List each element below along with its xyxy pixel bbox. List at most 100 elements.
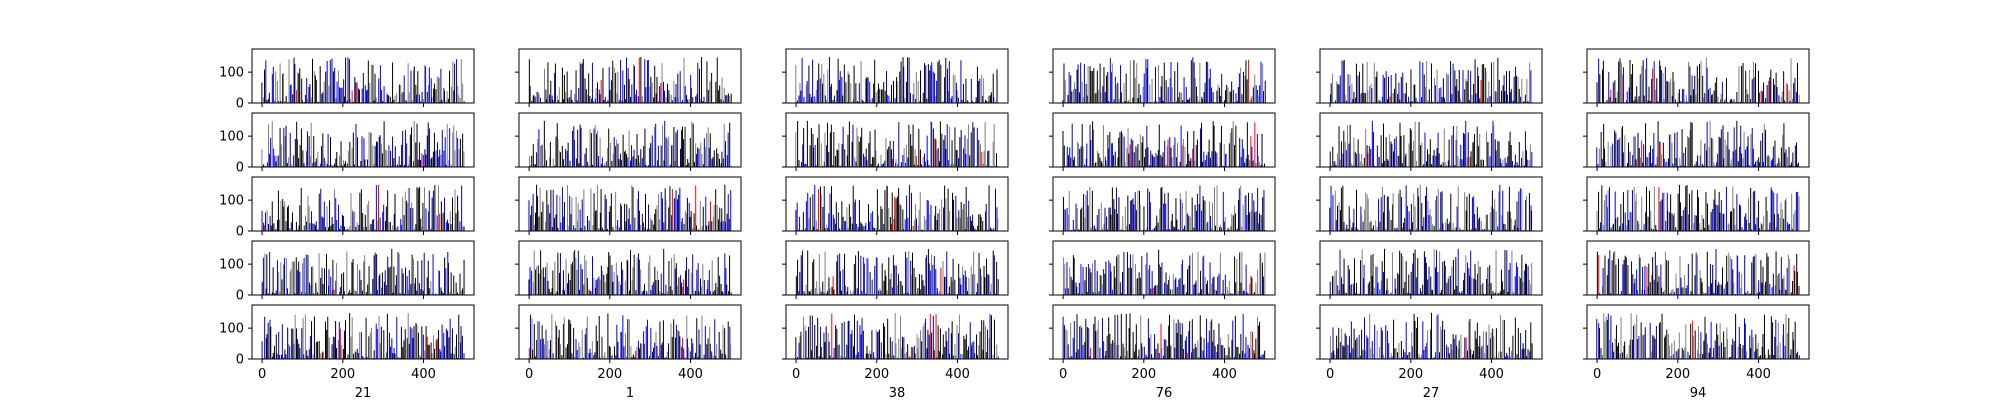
axes-frame [518, 112, 742, 168]
bar-series [1329, 184, 1533, 231]
y-tick-label: 0 [236, 289, 244, 304]
panel-r4-c3 [782, 240, 1009, 299]
axes-frame [1052, 304, 1276, 360]
y-tick-label: 0 [236, 97, 244, 112]
column-label: 1 [626, 386, 634, 400]
axes-frame [785, 240, 1009, 296]
axes-frame [785, 48, 1009, 104]
axes-frame [1586, 176, 1810, 232]
bar-series [1596, 57, 1800, 103]
y-tick-label: 0 [236, 161, 244, 176]
axes-frame [1319, 304, 1543, 360]
panel-r4-c1: 0 100 [219, 240, 475, 304]
y-tick-label: 100 [219, 66, 244, 81]
panel-r1-c5 [1316, 48, 1543, 107]
x-tick-label: 0 [1326, 367, 1334, 382]
panel-r1-c2 [515, 48, 742, 107]
panel-r1-c1: 0 100 [219, 48, 475, 112]
panel-r1-c3 [782, 48, 1009, 107]
bar-series [1329, 120, 1533, 167]
panel-r3-c5 [1316, 176, 1543, 235]
panel-r2-c6 [1583, 112, 1810, 171]
x-tick-label: 200 [1131, 367, 1156, 382]
bar-series [261, 57, 465, 103]
x-tick-label: 400 [1212, 367, 1237, 382]
y-tick-label: 100 [219, 258, 244, 273]
axes-frame [251, 112, 475, 168]
bar-series [528, 184, 732, 231]
x-tick-label: 0 [525, 367, 533, 382]
bar-series [1596, 120, 1800, 167]
bar-series [528, 313, 732, 359]
bar-series [528, 56, 732, 103]
panel-r3-c3 [782, 176, 1009, 235]
bar-series [795, 120, 999, 167]
panel-r5-c3: 0 200 400 38 [782, 304, 1009, 400]
panel-r2-c5 [1316, 112, 1543, 171]
bar-series [1062, 57, 1266, 103]
panel-r2-c2 [515, 112, 742, 171]
y-tick-label: 100 [219, 130, 244, 145]
axes-frame [251, 48, 475, 104]
panel-r3-c2 [515, 176, 742, 235]
column-label: 38 [889, 386, 906, 400]
axes-frame [1052, 48, 1276, 104]
column-label: 76 [1156, 386, 1173, 400]
x-tick-label: 0 [1059, 367, 1067, 382]
y-tick-label: 100 [219, 194, 244, 209]
axes-frame [1319, 240, 1543, 296]
axes-frame [251, 304, 475, 360]
panel-r2-c1: 0 100 [219, 112, 475, 176]
column-label: 27 [1423, 386, 1440, 400]
bar-series [1062, 313, 1266, 359]
axes-frame [785, 304, 1009, 360]
axes-frame [785, 176, 1009, 232]
bar-series [1596, 313, 1800, 359]
panel-r5-c2: 0 200 400 1 [515, 304, 742, 400]
bar-series [1062, 185, 1266, 231]
x-tick-label: 200 [330, 367, 355, 382]
panel-r5-c1: 0 100 0 200 400 21 [219, 304, 475, 400]
bar-series [795, 249, 999, 295]
axes-frame [1052, 176, 1276, 232]
panel-r1-c4 [1049, 48, 1276, 107]
panel-r4-c6 [1583, 240, 1810, 299]
y-tick-label: 0 [236, 225, 244, 240]
y-tick-label: 0 [236, 353, 244, 368]
axes-frame [518, 304, 742, 360]
panel-r3-c1: 0 100 [219, 176, 475, 240]
axes-frame [1586, 112, 1810, 168]
panel-r4-c5 [1316, 240, 1543, 299]
bar-series [261, 120, 465, 167]
bar-series [261, 313, 465, 359]
axes-frame [251, 240, 475, 296]
axes-frame [1052, 112, 1276, 168]
x-tick-label: 0 [792, 367, 800, 382]
bar-series [1329, 312, 1533, 359]
bar-series [795, 313, 999, 359]
axes-frame [518, 48, 742, 104]
x-tick-label: 400 [1479, 367, 1504, 382]
panel-r1-c6 [1583, 48, 1810, 107]
axes-frame [251, 176, 475, 232]
column-label: 21 [355, 386, 372, 400]
axes-frame [1586, 240, 1810, 296]
axes-frame [785, 112, 1009, 168]
panel-r5-c5: 0 200 400 27 [1316, 304, 1543, 400]
axes-frame [1052, 240, 1276, 296]
bar-series [1596, 249, 1800, 295]
panel-r3-c6 [1583, 176, 1810, 235]
bar-series [1329, 248, 1533, 295]
bar-series [1596, 184, 1800, 231]
y-tick-label: 100 [219, 322, 244, 337]
bar-series [528, 248, 732, 295]
panel-r2-c4 [1049, 112, 1276, 171]
x-tick-label: 400 [945, 367, 970, 382]
x-tick-label: 200 [864, 367, 889, 382]
x-tick-label: 400 [411, 367, 436, 382]
panel-r4-c2 [515, 240, 742, 299]
